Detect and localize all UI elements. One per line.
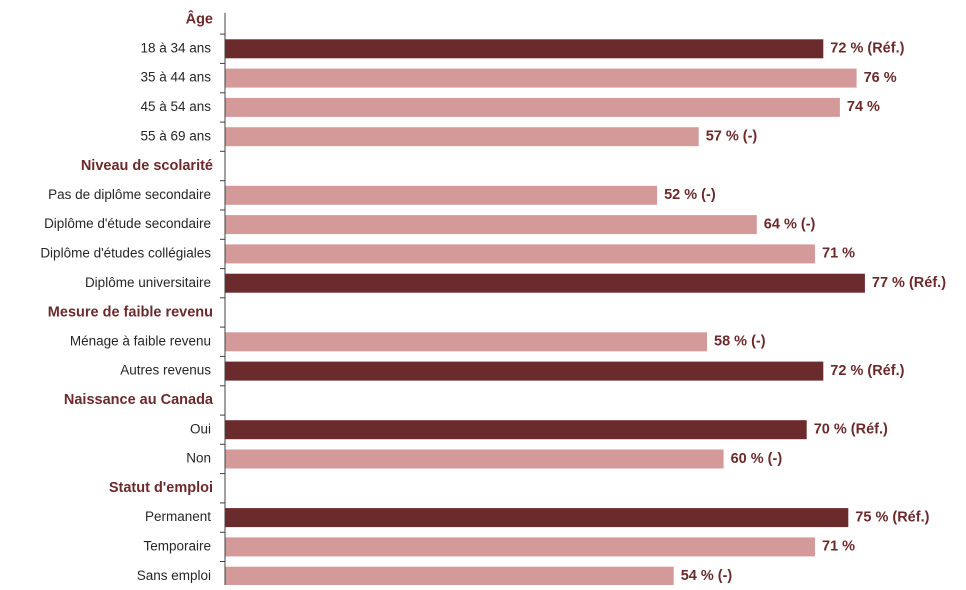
bar — [225, 244, 815, 264]
value-label: 71 % — [822, 539, 855, 555]
category-label: Permanent — [145, 509, 211, 524]
reference-bar — [225, 361, 824, 381]
category-label: 35 à 44 ans — [140, 70, 211, 85]
category-label: 18 à 34 ans — [140, 40, 211, 55]
value-label: 54 % (-) — [681, 568, 733, 584]
category-label: Non — [186, 451, 211, 466]
category-label: Ménage à faible revenu — [70, 333, 211, 348]
value-label: 60 % (-) — [731, 451, 783, 467]
reference-bar — [225, 273, 865, 293]
reference-bar — [225, 508, 849, 528]
category-label: 55 à 69 ans — [140, 128, 211, 143]
value-label: 57 % (-) — [706, 129, 758, 145]
value-label: 74 % — [847, 99, 880, 115]
bar — [225, 185, 658, 205]
group-label: Statut d'emploi — [109, 480, 213, 496]
value-label: 64 % (-) — [764, 216, 816, 232]
category-label: Autres revenus — [120, 363, 211, 378]
value-label: 72 % (Réf.) — [830, 363, 904, 379]
bar — [225, 566, 674, 586]
bar — [225, 332, 707, 352]
value-label: 76 % — [864, 70, 897, 86]
value-label: 75 % (Réf.) — [855, 509, 929, 525]
category-label: Diplôme d'études collégiales — [40, 245, 211, 260]
category-label: Diplôme universitaire — [85, 275, 211, 290]
category-label: Temporaire — [143, 538, 211, 553]
bar — [225, 449, 724, 469]
category-label: Sans emploi — [137, 568, 211, 583]
value-label: 71 % — [822, 246, 855, 262]
bar — [225, 127, 699, 147]
value-label: 72 % (Réf.) — [830, 41, 904, 57]
bar — [225, 215, 757, 235]
group-label: Naissance au Canada — [64, 392, 214, 408]
category-label: 45 à 54 ans — [140, 99, 211, 114]
category-label: Pas de diplôme secondaire — [48, 187, 211, 202]
group-label: Mesure de faible revenu — [48, 304, 213, 320]
reference-bar — [225, 420, 807, 440]
category-label: Oui — [190, 421, 211, 436]
bar — [225, 68, 857, 88]
value-label: 77 % (Réf.) — [872, 275, 946, 291]
bar — [225, 97, 840, 117]
group-label: Niveau de scolarité — [81, 158, 213, 174]
value-label: 58 % (-) — [714, 334, 766, 350]
group-label: Âge — [186, 9, 213, 27]
category-label: Diplôme d'étude secondaire — [44, 216, 211, 231]
value-label: 70 % (Réf.) — [814, 422, 888, 438]
reference-bar — [225, 39, 824, 59]
value-label: 52 % (-) — [664, 187, 716, 203]
bar — [225, 537, 815, 557]
